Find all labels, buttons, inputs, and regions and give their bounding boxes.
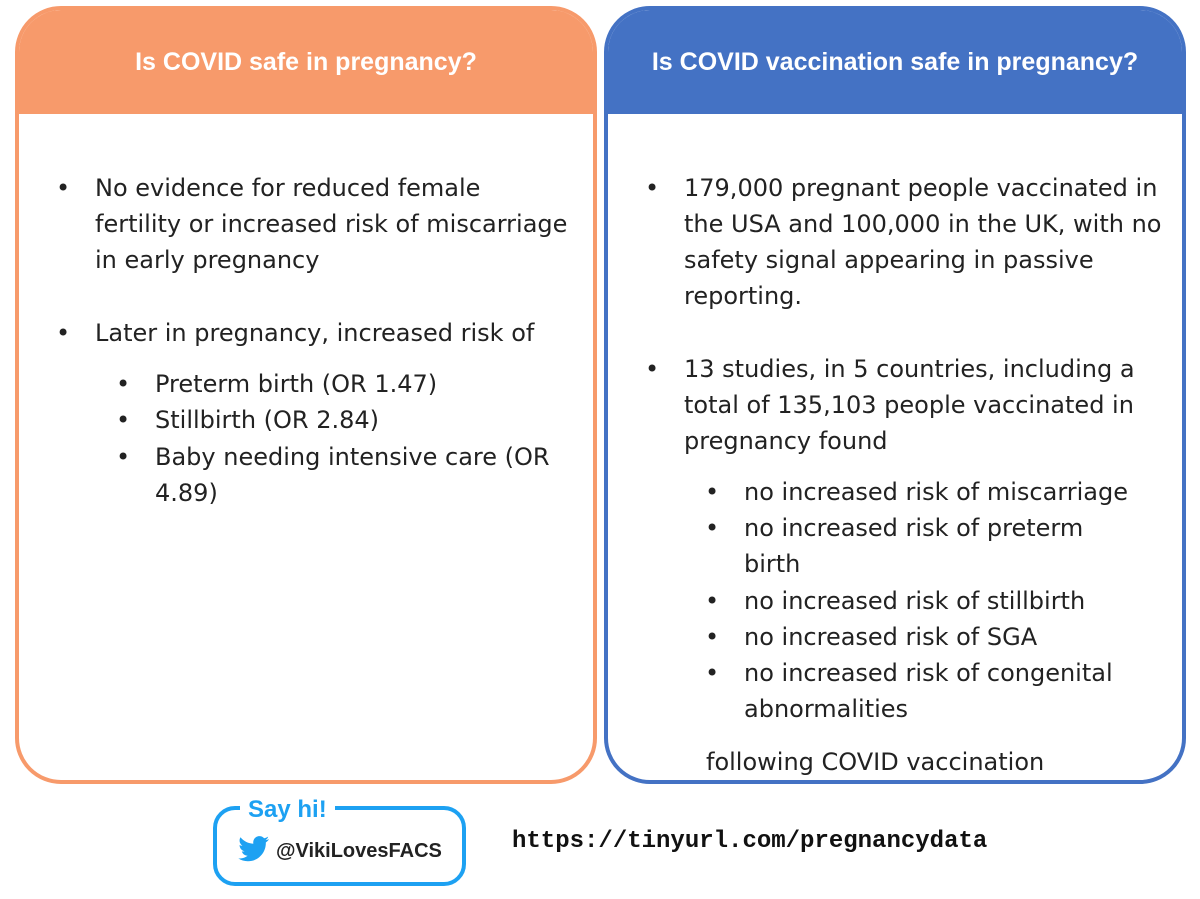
twitter-handle: @VikiLovesFACS	[276, 839, 442, 862]
right-sub-bullet-3-text: no increased risk of stillbirth	[744, 587, 1086, 615]
right-sub-bullet-1-text: no increased risk of miscarriage	[744, 478, 1129, 506]
bullet-dot-icon: •	[705, 659, 720, 687]
left-bullet-1-text: No evidence for reduced female fertility…	[95, 174, 568, 274]
twitter-bird-icon	[238, 836, 270, 866]
bullet-dot-icon: •	[116, 370, 131, 398]
left-bullet-2-text: Later in pregnancy, increased risk of	[95, 319, 535, 347]
left-panel-title: Is COVID safe in pregnancy?	[19, 10, 593, 114]
right-sub-bullet-4-text: no increased risk of SGA	[744, 623, 1038, 651]
left-sub-bullet-2-text: Stillbirth (OR 2.84)	[155, 406, 380, 434]
data-source-url[interactable]: https://tinyurl.com/pregnancydata	[512, 828, 988, 855]
vaccination-safety-panel: Is COVID vaccination safe in pregnancy? …	[604, 6, 1186, 784]
bullet-dot-icon: •	[645, 355, 660, 383]
bullet-dot-icon: •	[56, 319, 71, 347]
bullet-dot-icon: •	[116, 406, 131, 434]
twitter-handle-row[interactable]: @VikiLovesFACS	[238, 836, 442, 866]
bullet-dot-icon: •	[705, 478, 720, 506]
say-hi-label: Say hi!	[240, 795, 335, 825]
right-bullet-1-text: 179,000 pregnant people vaccinated in th…	[684, 174, 1162, 310]
bullet-dot-icon: •	[705, 623, 720, 651]
bullet-dot-icon: •	[705, 587, 720, 615]
right-sub-bullet-5-text: no increased risk of congenital abnormal…	[744, 659, 1113, 723]
left-sub-bullet-1-text: Preterm birth (OR 1.47)	[155, 370, 438, 398]
bullet-dot-icon: •	[56, 174, 71, 202]
right-panel-title: Is COVID vaccination safe in pregnancy?	[608, 10, 1182, 114]
bullet-dot-icon: •	[645, 174, 660, 202]
bullet-dot-icon: •	[705, 514, 720, 542]
bullet-dot-icon: •	[116, 443, 131, 471]
covid-safety-panel: Is COVID safe in pregnancy? • No evidenc…	[15, 6, 597, 784]
left-sub-bullet-3-text: Baby needing intensive care (OR 4.89)	[155, 443, 550, 507]
right-bullet-2-text: 13 studies, in 5 countries, including a …	[684, 355, 1135, 455]
right-sub-bullet-2-text: no increased risk of preterm birth	[744, 514, 1084, 578]
right-footer-text: following COVID vaccination	[706, 748, 1045, 776]
